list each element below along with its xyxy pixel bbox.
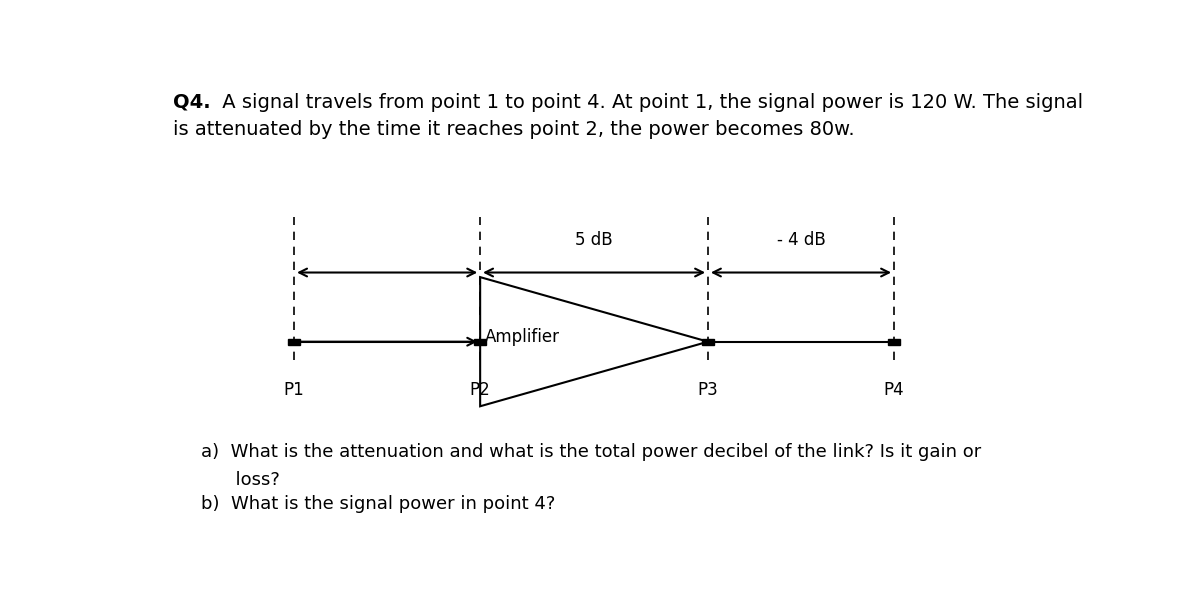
Text: P2: P2 xyxy=(469,381,491,399)
Text: a)  What is the attenuation and what is the total power decibel of the link? Is : a) What is the attenuation and what is t… xyxy=(202,443,982,461)
Text: P3: P3 xyxy=(697,381,719,399)
Bar xyxy=(288,338,300,344)
Text: Q4.: Q4. xyxy=(173,93,211,111)
Bar xyxy=(888,338,900,344)
Text: P1: P1 xyxy=(283,381,305,399)
Bar xyxy=(474,338,486,344)
Text: 5 dB: 5 dB xyxy=(575,231,613,249)
Text: loss?: loss? xyxy=(202,471,280,489)
Text: P4: P4 xyxy=(883,381,905,399)
Text: A signal travels from point 1 to point 4. At point 1, the signal power is 120 W.: A signal travels from point 1 to point 4… xyxy=(216,93,1084,111)
Text: - 4 dB: - 4 dB xyxy=(776,231,826,249)
Bar xyxy=(702,338,714,344)
Text: b)  What is the signal power in point 4?: b) What is the signal power in point 4? xyxy=(202,495,556,513)
Text: is attenuated by the time it reaches point 2, the power becomes 80w.: is attenuated by the time it reaches poi… xyxy=(173,120,854,140)
Text: Amplifier: Amplifier xyxy=(485,328,559,346)
